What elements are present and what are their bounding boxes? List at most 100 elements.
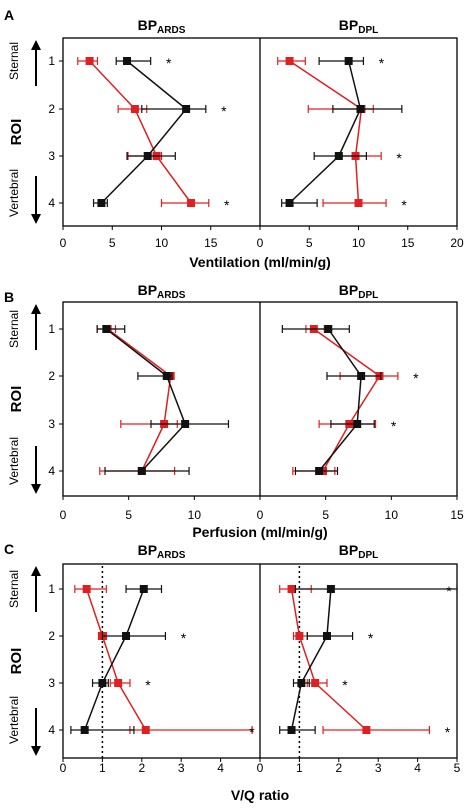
x-tick-label: 5 [322, 508, 329, 522]
sternal-arrow-head [31, 40, 41, 50]
data-point-black [80, 726, 89, 734]
data-point-black [162, 372, 171, 380]
x-tick-label: 0 [60, 761, 67, 775]
sternal-label: Sternal [7, 570, 21, 608]
series-line-black [289, 60, 362, 204]
data-point-black [137, 467, 146, 475]
vertebral-label: Vertebral [7, 696, 21, 744]
data-point-black [326, 585, 335, 593]
significance-marker: * [221, 103, 227, 119]
significance-marker: * [166, 55, 172, 71]
data-point-black [139, 585, 148, 593]
x-tick-label: 15 [204, 236, 218, 250]
y-tick-label: 3 [48, 676, 55, 690]
data-point-red [114, 679, 123, 687]
series-line-red [107, 328, 172, 472]
x-tick-label: 5 [109, 236, 116, 250]
series-line-red [290, 588, 367, 731]
y-tick-label: 1 [48, 54, 55, 68]
panel-letter: A [4, 7, 14, 23]
data-point-red [130, 105, 139, 113]
x-tick-label: 2 [335, 761, 342, 775]
data-point-black [357, 372, 366, 380]
title-subscript: ARDS [157, 290, 186, 301]
data-point-red [311, 679, 320, 687]
subplot-title: BPARDS [138, 282, 186, 301]
x-tick-label: 10 [352, 236, 366, 250]
x-tick-label: 1 [296, 761, 303, 775]
x-axis-label: Ventilation (ml/min/g) [189, 254, 331, 270]
data-point-black [98, 679, 107, 687]
significance-marker: * [401, 197, 407, 213]
y-tick-label: 4 [48, 464, 55, 478]
significance-marker: * [181, 630, 187, 646]
sternal-label: Sternal [7, 42, 21, 80]
x-tick-label: 5 [125, 508, 132, 522]
x-tick-label: 10 [385, 508, 399, 522]
x-tick-label: 15 [401, 236, 415, 250]
data-point-black [322, 632, 331, 640]
series-line-black [100, 60, 188, 204]
x-tick-label: 0 [257, 761, 264, 775]
subplot-title: BPARDS [138, 17, 186, 36]
panel-letter: C [4, 541, 14, 557]
significance-marker: * [368, 630, 374, 646]
data-point-black [181, 420, 190, 428]
x-axis-label: Perfusion (ml/min/g) [192, 524, 327, 540]
subplot-title: BPDPL [339, 542, 378, 561]
y-axis-roi-label: ROI [8, 119, 25, 146]
vertebral-arrow-head [31, 746, 41, 756]
y-tick-label: 4 [48, 196, 55, 210]
data-point-red [82, 585, 91, 593]
y-tick-label: 2 [48, 102, 55, 116]
y-tick-label: 3 [48, 417, 55, 431]
x-tick-label: 3 [375, 761, 382, 775]
title-base: BP [138, 542, 157, 558]
y-tick-label: 2 [48, 369, 55, 383]
x-axis-label: V/Q ratio [231, 787, 289, 803]
title-base: BP [138, 17, 157, 33]
vertebral-arrow-head [31, 214, 41, 224]
data-point-black [102, 325, 111, 333]
subplot-title: BPDPL [339, 17, 378, 36]
data-point-black [123, 57, 132, 65]
significance-marker: * [445, 724, 451, 740]
x-tick-label: 0 [60, 508, 67, 522]
series-line-red [313, 328, 381, 472]
data-point-black [356, 105, 365, 113]
significance-marker: * [342, 677, 348, 693]
y-tick-label: 1 [48, 322, 55, 336]
data-point-black [324, 325, 333, 333]
x-tick-label: 20 [450, 236, 464, 250]
x-tick-label: 5 [454, 761, 461, 775]
sternal-label: Sternal [7, 310, 21, 348]
sternal-arrow-head [31, 566, 41, 576]
data-point-black [334, 152, 343, 160]
data-point-red [85, 57, 94, 65]
title-base: BP [339, 542, 358, 558]
x-tick-label: 15 [450, 508, 464, 522]
y-tick-label: 4 [48, 723, 55, 737]
data-point-black [297, 679, 306, 687]
title-subscript: DPL [358, 290, 378, 301]
data-point-red [354, 199, 363, 207]
y-tick-label: 1 [48, 582, 55, 596]
data-point-red [141, 726, 150, 734]
data-point-red [287, 585, 296, 593]
series-line-red [85, 588, 147, 731]
y-axis-roi-label: ROI [8, 386, 25, 413]
x-tick-label: 0 [257, 236, 264, 250]
series-line-red [289, 60, 363, 204]
series-line-black [290, 588, 332, 731]
x-tick-label: 10 [155, 236, 169, 250]
panel-letter: B [4, 289, 14, 305]
data-point-black [287, 726, 296, 734]
data-point-black [97, 199, 106, 207]
title-subscript: DPL [358, 25, 378, 36]
data-point-black [315, 467, 324, 475]
sternal-arrow-head [31, 304, 41, 314]
